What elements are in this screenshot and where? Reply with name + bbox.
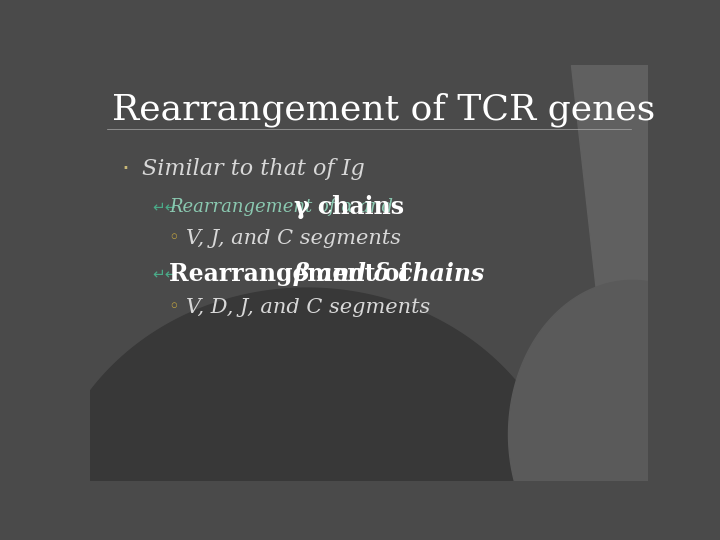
Text: β and δ chains: β and δ chains: [294, 262, 485, 286]
Text: ◦: ◦: [168, 229, 179, 247]
Text: γ chains: γ chains: [294, 195, 404, 219]
Text: Similar to that of Ig: Similar to that of Ig: [142, 158, 364, 180]
Text: V, J, and C segments: V, J, and C segments: [186, 228, 401, 247]
Polygon shape: [570, 65, 648, 481]
Text: ◦: ◦: [168, 298, 179, 316]
Text: V, D, J, and C segments: V, D, J, and C segments: [186, 298, 431, 317]
Text: Rearrangement of α and: Rearrangement of α and: [169, 198, 399, 216]
Polygon shape: [43, 288, 570, 540]
Polygon shape: [508, 280, 720, 540]
Text: ·: ·: [121, 157, 129, 181]
Text: ↵↵: ↵↵: [152, 200, 178, 215]
Text: Rearrangement of TCR genes: Rearrangement of TCR genes: [112, 92, 655, 127]
Text: ↵↵: ↵↵: [152, 267, 178, 282]
Text: Rearrangement of: Rearrangement of: [169, 262, 418, 286]
